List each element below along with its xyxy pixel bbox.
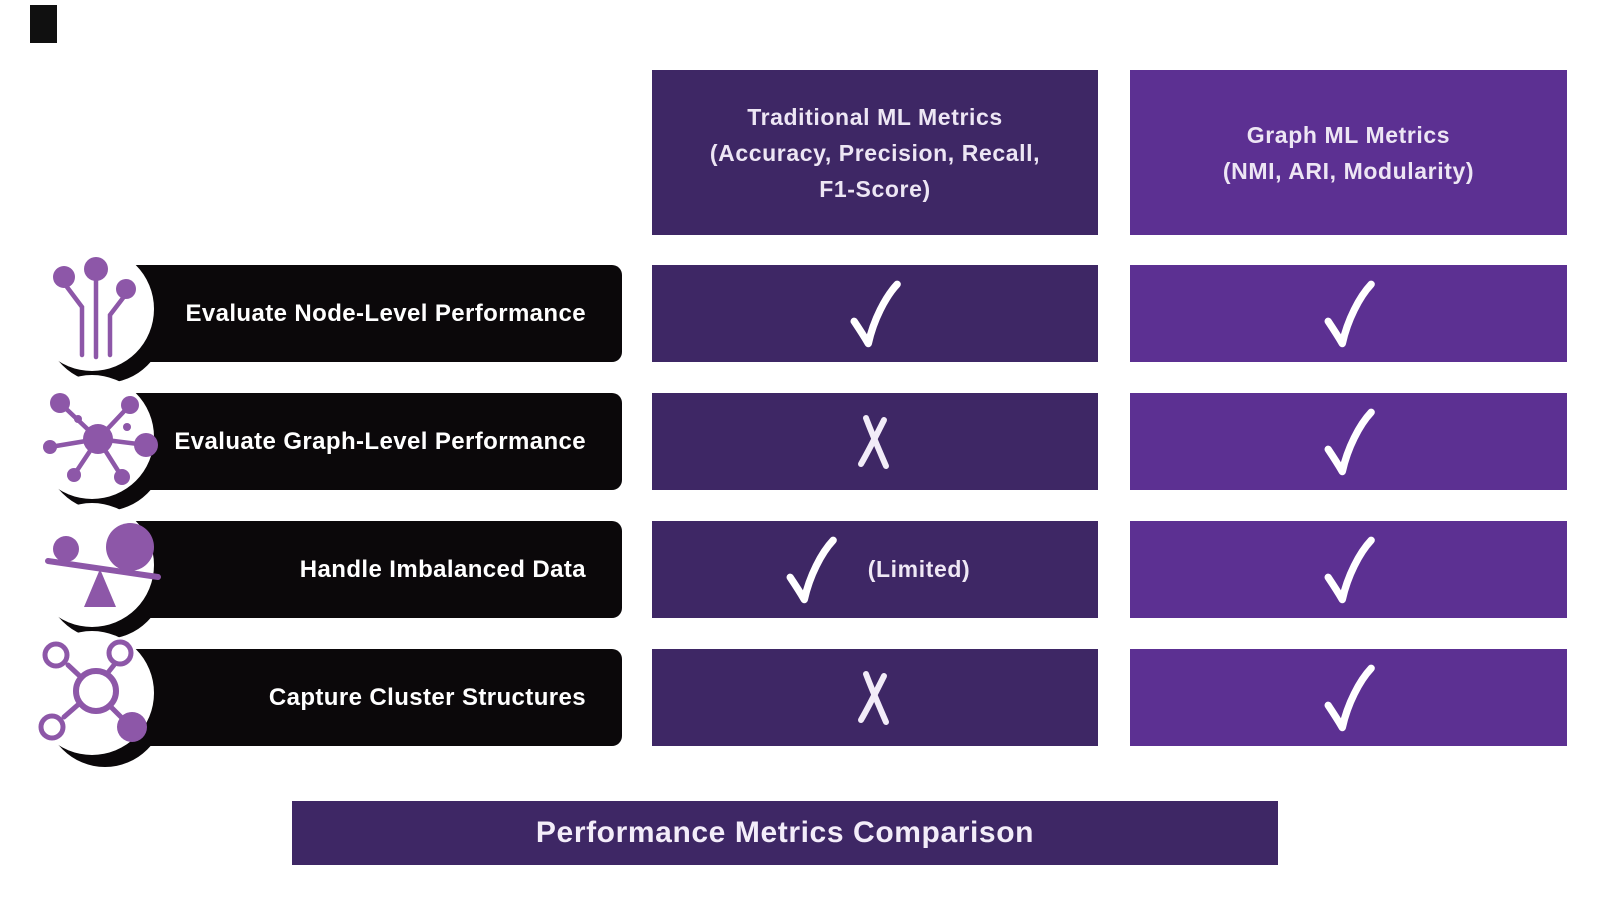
column-header-graph: Graph ML Metrics (NMI, ARI, Modularity) [1130,70,1567,235]
balance-scale-icon [34,511,174,629]
corner-mark [30,5,57,43]
cell-graph [1130,393,1567,490]
network-hub-icon [34,383,174,501]
cell-traditional [652,265,1098,362]
check-icon [1324,664,1375,731]
node-pins-icon [34,255,174,373]
row-label-bar: Capture Cluster Structures [100,649,622,746]
cell-graph [1130,265,1567,362]
row-label-bar: Evaluate Node-Level Performance [100,265,622,362]
x-icon [858,670,889,725]
cluster-nodes-icon [34,639,174,757]
check-icon [1324,280,1375,347]
footer-title: Performance Metrics Comparison [535,816,1035,849]
cell-traditional [652,393,1098,490]
row-label-bar: Handle Imbalanced Data [100,521,622,618]
cell-graph [1130,649,1567,746]
check-icon [1324,408,1375,475]
cell-traditional: (Limited) [652,521,1098,618]
check-icon [786,536,837,603]
cell-graph [1130,521,1567,618]
check-icon [850,280,901,347]
column-header-traditional-title: Traditional ML Metrics (Accuracy, Precis… [709,103,1041,202]
footer-title-bar: Performance Metrics Comparison [292,801,1278,865]
row-label-bar: Evaluate Graph-Level Performance [100,393,622,490]
row-label: Handle Imbalanced Data [299,555,586,583]
column-header-traditional: Traditional ML Metrics (Accuracy, Precis… [652,70,1098,235]
row-label: Evaluate Node-Level Performance [185,299,586,327]
check-icon [1324,536,1375,603]
cell-traditional [652,649,1098,746]
limited-note: (Limited) [867,556,971,582]
row-label: Capture Cluster Structures [268,683,586,711]
column-header-graph-title: Graph ML Metrics (NMI, ARI, Modularity) [1222,121,1475,184]
x-icon [858,414,889,469]
row-label: Evaluate Graph-Level Performance [174,427,586,455]
